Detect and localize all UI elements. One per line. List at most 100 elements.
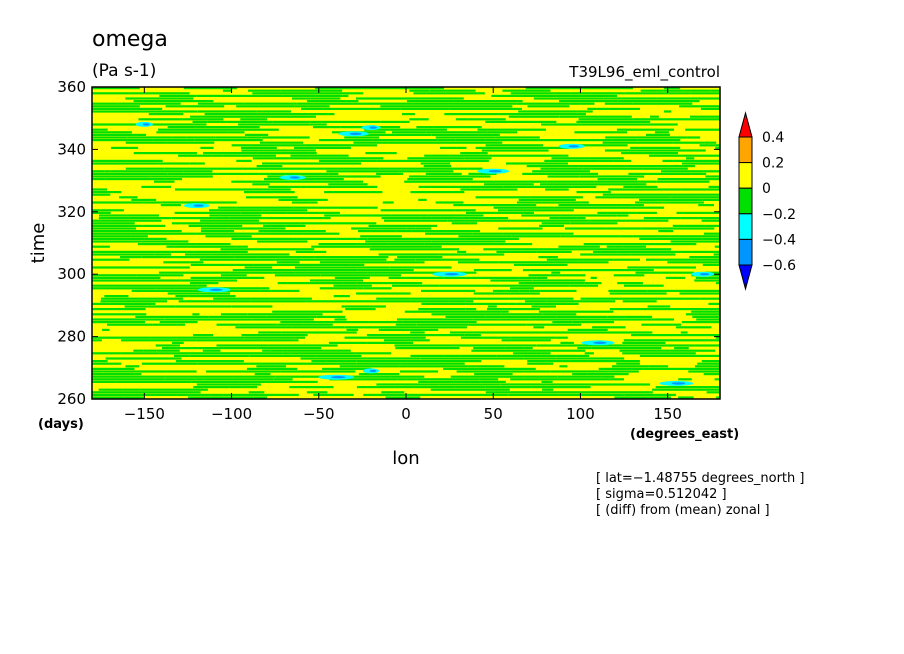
field-band (235, 326, 293, 329)
field-band (356, 386, 395, 389)
field-band (691, 172, 707, 175)
field-band (254, 373, 271, 376)
field-band (474, 373, 513, 376)
field-band (491, 133, 500, 136)
field-band (467, 365, 477, 368)
field-band (471, 310, 509, 313)
field-band (506, 162, 568, 165)
field-band (369, 248, 423, 251)
field-band (554, 206, 601, 209)
field-band (642, 165, 695, 168)
field-band (264, 178, 289, 181)
field-band (540, 378, 550, 381)
field-band (295, 250, 314, 253)
y-tick-label: 260 (57, 390, 86, 408)
field-band (703, 289, 720, 292)
field-band (238, 123, 310, 126)
field-band (92, 308, 146, 311)
field-band (98, 102, 162, 105)
field-band (220, 274, 247, 277)
field-band (231, 305, 273, 308)
field-band (118, 279, 180, 282)
field-band (540, 183, 603, 186)
field-band (600, 206, 665, 209)
field-band (435, 136, 496, 139)
field-band (715, 336, 720, 339)
y-tick-label: 280 (57, 328, 86, 346)
field-band (466, 276, 519, 279)
field-band (212, 126, 218, 129)
field-band (304, 144, 377, 147)
field-band (522, 172, 599, 175)
colorbar-lower-triangle (738, 264, 753, 291)
field-band (229, 206, 274, 209)
field-band (542, 331, 579, 334)
field-band (527, 105, 570, 108)
field-band (293, 326, 345, 329)
field-band (382, 201, 394, 204)
x-axis-label: lon (392, 448, 419, 469)
field-band (523, 370, 551, 373)
field-band (531, 305, 556, 308)
field-band (185, 253, 231, 256)
field-band (328, 341, 367, 344)
field-band (444, 113, 512, 116)
field-band (564, 261, 609, 264)
x-tick-label: −150 (124, 405, 165, 423)
colorbar-label: 0 (762, 181, 771, 197)
field-band (92, 339, 102, 342)
field-band (227, 131, 245, 134)
field-band (706, 391, 720, 394)
field-band (485, 144, 544, 147)
field-band (443, 367, 486, 370)
field-band (178, 300, 186, 303)
field-band (560, 198, 576, 201)
field-band (643, 367, 658, 370)
field-band (258, 113, 309, 116)
field-band (592, 326, 611, 329)
field-band (204, 113, 259, 116)
field-band (515, 302, 534, 305)
field-band (446, 105, 513, 108)
field-band (92, 227, 137, 230)
field-band (471, 349, 482, 352)
field-band (698, 204, 714, 207)
field-band (166, 370, 197, 373)
field-band (121, 266, 190, 269)
field-band (326, 360, 357, 363)
field-band (193, 386, 230, 389)
field-band (534, 201, 589, 204)
field-band (547, 175, 569, 178)
field-band (714, 245, 720, 248)
field-band (594, 180, 657, 183)
field-band (241, 115, 303, 118)
field-band (258, 149, 316, 152)
field-band (320, 274, 371, 277)
field-band (275, 375, 300, 378)
field-band (579, 175, 622, 178)
field-band (685, 128, 720, 131)
field-band (694, 344, 720, 347)
field-band (642, 167, 688, 170)
field-band (646, 133, 670, 136)
field-band (524, 347, 533, 350)
field-band (613, 159, 632, 162)
field-band (439, 383, 501, 386)
field-band (318, 243, 388, 246)
field-band (400, 370, 439, 373)
field-band (475, 196, 531, 199)
field-band (276, 136, 310, 139)
field-band (416, 126, 434, 129)
field-band (492, 219, 506, 222)
colorbar-segment (738, 162, 753, 189)
field-band (341, 305, 386, 308)
field-band (183, 87, 237, 90)
field-band (445, 315, 486, 318)
field-band (354, 266, 390, 269)
field-band (195, 232, 259, 235)
field-band (501, 339, 551, 342)
field-band (313, 126, 341, 129)
field-band (622, 245, 646, 248)
field-band (244, 336, 295, 339)
